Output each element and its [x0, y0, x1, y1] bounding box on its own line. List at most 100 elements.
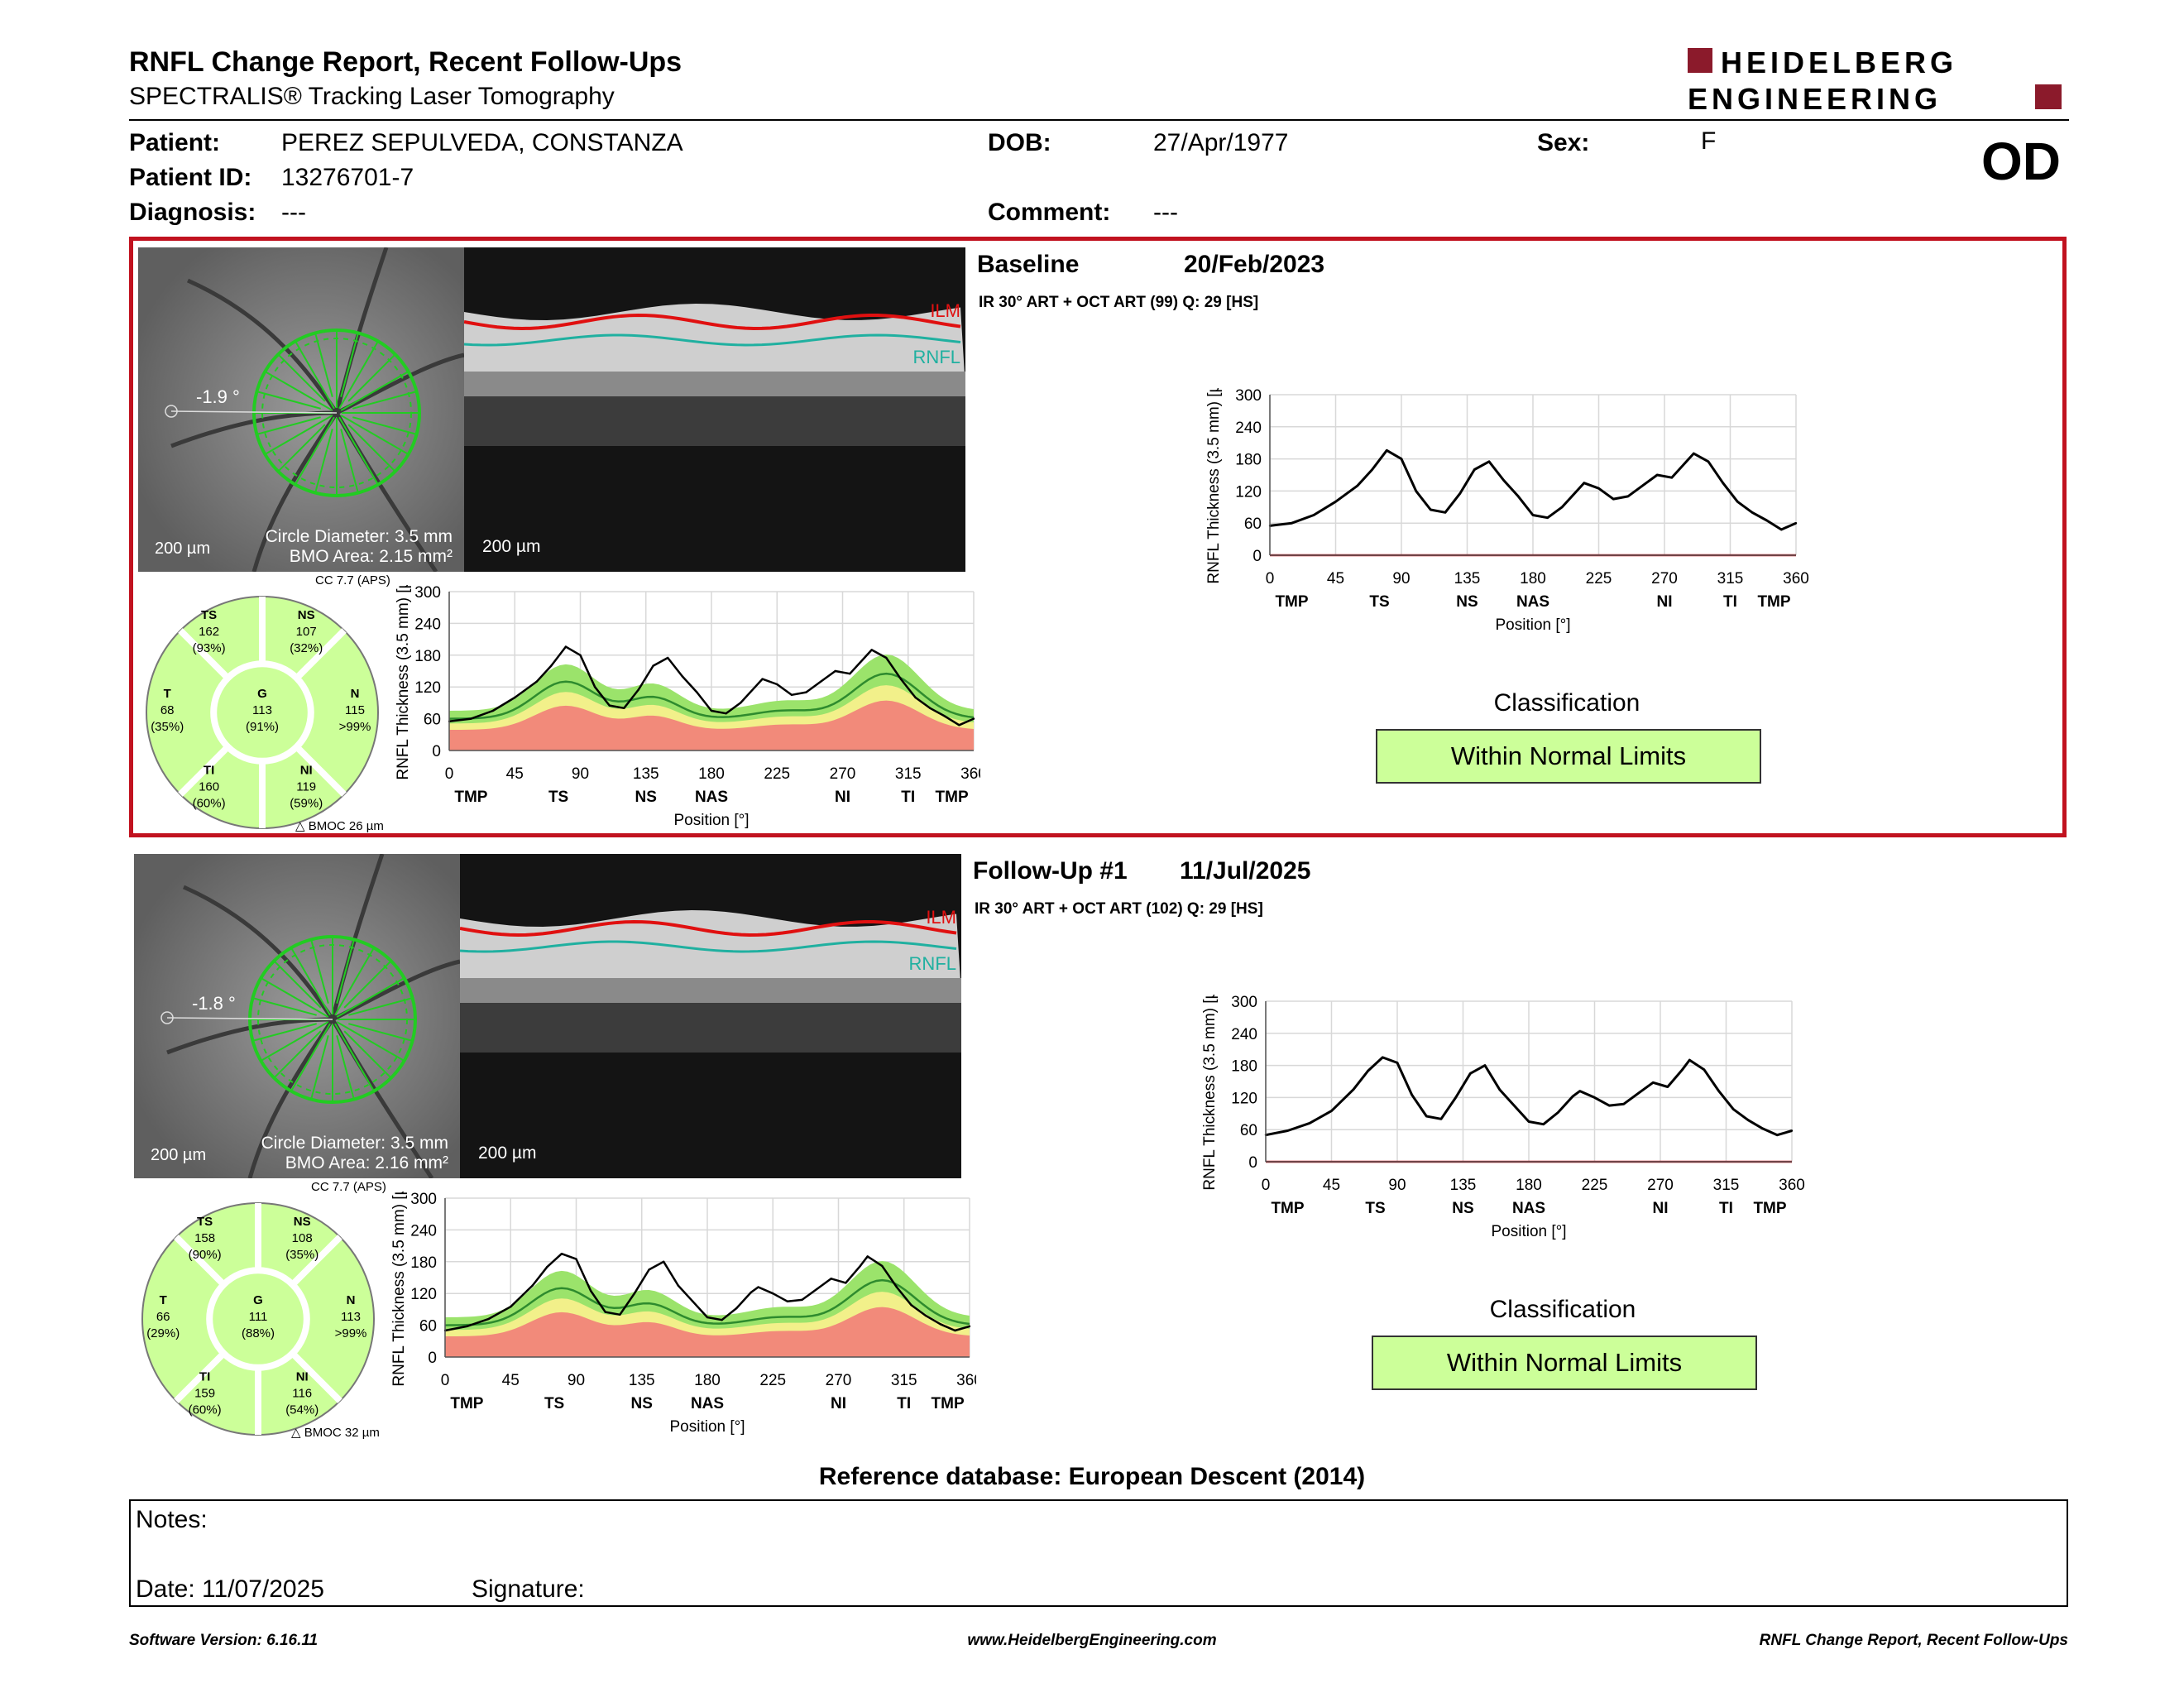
- x-tick-label: 360: [956, 1372, 976, 1389]
- ilm-boundary: [460, 920, 957, 937]
- sector-percentile-ts: (90%): [189, 1248, 222, 1262]
- region-label: NI: [1657, 593, 1673, 611]
- thickness-point: [1312, 514, 1315, 516]
- thickness-point: [790, 693, 793, 696]
- region-label: TMP: [1275, 593, 1308, 611]
- radial-scan-line: [352, 391, 417, 410]
- thickness-point: [466, 1325, 468, 1328]
- heidelberg-logo: HEIDELBERG ENGINEERING: [1688, 46, 2062, 116]
- x-tick-label: 315: [891, 1372, 917, 1389]
- region-label: TMP: [450, 1395, 483, 1412]
- sector-percentile-n: >99%: [335, 1326, 367, 1340]
- global-sector-ring: [206, 1267, 310, 1371]
- thickness-point: [1396, 1062, 1399, 1064]
- thickness-profile-chart: 300 240 180 120 60 00 45 90 135 180 225 270 315 360 TM…: [391, 562, 987, 833]
- thickness-point: [1352, 1088, 1355, 1091]
- bscan-svg: ILM RNFL 200 µm: [464, 247, 965, 572]
- thickness-point: [1688, 1058, 1691, 1062]
- thickness-point: [1593, 1096, 1596, 1099]
- sector-name-g: G: [253, 1293, 263, 1307]
- thickness-point: [550, 664, 553, 667]
- classification-result: Within Normal Limits: [1372, 1336, 1757, 1390]
- thickness-point: [863, 656, 866, 659]
- rnfl-label: RNFL: [913, 347, 960, 367]
- thickness-point: [1454, 1096, 1457, 1099]
- thickness-point: [546, 1266, 548, 1268]
- region-label: NI: [831, 1395, 846, 1412]
- x-tick-label: 90: [568, 1372, 585, 1389]
- outside-limits-band: [445, 1307, 970, 1357]
- radial-scan-line: [334, 1023, 375, 1092]
- region-label: TS: [548, 789, 568, 806]
- date-label: Date: 11/07/2025: [136, 1575, 324, 1603]
- sector-name-ti: TI: [204, 763, 214, 777]
- y-tick-label: 180: [410, 1254, 437, 1272]
- visit-heading: Baseline: [977, 251, 1080, 278]
- thickness-point: [939, 1323, 941, 1326]
- baseline-section: -1.9 ° 200 µm Circle Diameter: 3.5 mm BMO A…: [129, 237, 2067, 837]
- classification-label: Classification: [1493, 689, 1640, 717]
- patient-id: 13276701-7: [281, 164, 414, 191]
- thickness-point: [761, 678, 764, 680]
- y-tick-label: 240: [1231, 1026, 1257, 1043]
- thickness-point: [1473, 468, 1476, 471]
- thickness-point: [1794, 522, 1798, 525]
- region-label: TMP: [936, 789, 969, 806]
- thickness-point: [706, 1316, 709, 1319]
- radial-scan-line: [352, 416, 417, 435]
- sector-percentile-ni: (54%): [285, 1403, 318, 1417]
- thickness-point: [619, 1313, 621, 1316]
- y-tick-label: 60: [1244, 516, 1262, 533]
- radial-scan-line: [295, 416, 335, 486]
- dob-value: 27/Apr/1977: [1153, 129, 1289, 156]
- sector-divider: [294, 744, 347, 797]
- thickness-point: [881, 1264, 884, 1268]
- sector-divider: [174, 1350, 227, 1403]
- thickness-point: [1575, 490, 1578, 492]
- thickness-series-line: [1265, 1056, 1793, 1137]
- x-tick-label: 360: [960, 765, 980, 783]
- sector-name-ni: NI: [300, 763, 313, 777]
- sector-value-ti: 160: [199, 779, 219, 794]
- footer-report-name: RNFL Change Report, Recent Follow-Ups: [1759, 1632, 2068, 1649]
- x-tick-label: 0: [445, 765, 454, 783]
- thickness-point: [735, 1307, 738, 1310]
- sector-value-t: 66: [156, 1310, 170, 1324]
- website-link[interactable]: www.HeidelbergEngineering.com: [967, 1632, 1217, 1649]
- sector-value-n: 115: [345, 703, 365, 717]
- region-label: NS: [631, 1395, 653, 1412]
- comment-label: Comment:: [988, 199, 1111, 226]
- thickness-point: [1571, 1095, 1574, 1098]
- thickness-point: [776, 683, 778, 686]
- y-tick-label: 120: [1235, 483, 1262, 501]
- retinal-vessel: [335, 352, 464, 415]
- thickness-point: [1498, 1088, 1501, 1091]
- radial-scan-line: [290, 947, 331, 1016]
- notes-box[interactable]: [129, 1499, 2068, 1607]
- thickness-point: [589, 1289, 592, 1292]
- region-label: NAS: [1516, 593, 1549, 611]
- x-tick-label: 90: [1392, 570, 1410, 587]
- x-axis-title: Position [°]: [669, 1418, 745, 1436]
- thickness-point: [510, 1306, 512, 1308]
- thickness-point: [830, 1278, 832, 1280]
- retina-layer: [460, 910, 961, 995]
- thickness-point: [1641, 484, 1644, 487]
- radial-scan-line: [343, 960, 392, 1009]
- thickness-point: [487, 1317, 491, 1321]
- thickness-point: [1693, 452, 1695, 455]
- thickness-point: [1286, 1129, 1289, 1132]
- thickness-point: [819, 680, 822, 683]
- region-label: NAS: [691, 1395, 724, 1412]
- retina-layer: [464, 304, 965, 388]
- thickness-point: [910, 1304, 912, 1307]
- y-tick-label: 0: [1248, 1154, 1257, 1172]
- bmo-area: BMO Area: 2.16 mm²: [285, 1153, 448, 1172]
- classification-label: Classification: [1489, 1296, 1636, 1323]
- sector-name-ts: TS: [201, 608, 217, 622]
- thickness-point: [968, 1325, 971, 1328]
- y-axis-title: RNFL Thickness (3.5 mm) [µm]: [1205, 388, 1223, 584]
- rnfl-label: RNFL: [909, 953, 956, 974]
- rnfl-boundary: [460, 940, 957, 953]
